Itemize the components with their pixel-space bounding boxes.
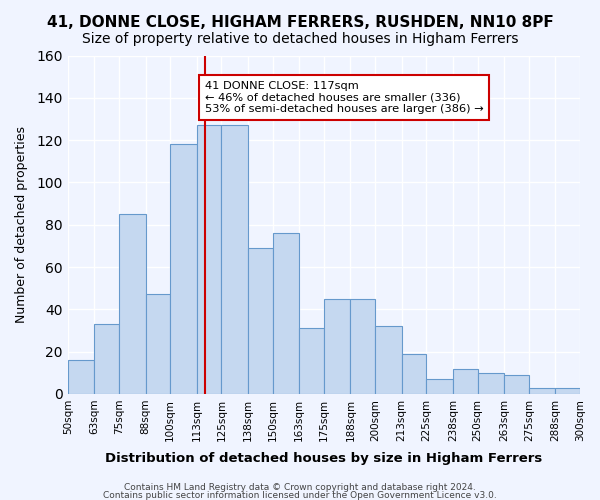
Text: 41 DONNE CLOSE: 117sqm
← 46% of detached houses are smaller (336)
53% of semi-de: 41 DONNE CLOSE: 117sqm ← 46% of detached… bbox=[205, 81, 484, 114]
Bar bbox=[170, 144, 197, 394]
Bar bbox=[94, 324, 119, 394]
Bar bbox=[119, 214, 146, 394]
Text: 41, DONNE CLOSE, HIGHAM FERRERS, RUSHDEN, NN10 8PF: 41, DONNE CLOSE, HIGHAM FERRERS, RUSHDEN… bbox=[47, 15, 553, 30]
Bar bbox=[197, 126, 221, 394]
Bar bbox=[68, 360, 94, 394]
Bar bbox=[402, 354, 427, 394]
Bar bbox=[427, 379, 453, 394]
Bar bbox=[272, 233, 299, 394]
Bar bbox=[556, 388, 580, 394]
Text: Size of property relative to detached houses in Higham Ferrers: Size of property relative to detached ho… bbox=[82, 32, 518, 46]
Bar bbox=[248, 248, 272, 394]
Bar bbox=[478, 373, 504, 394]
X-axis label: Distribution of detached houses by size in Higham Ferrers: Distribution of detached houses by size … bbox=[105, 452, 542, 465]
Bar bbox=[453, 368, 478, 394]
Y-axis label: Number of detached properties: Number of detached properties bbox=[15, 126, 28, 323]
Bar bbox=[299, 328, 324, 394]
Bar bbox=[324, 298, 350, 394]
Bar bbox=[529, 388, 556, 394]
Bar bbox=[350, 298, 375, 394]
Bar bbox=[221, 126, 248, 394]
Text: Contains HM Land Registry data © Crown copyright and database right 2024.: Contains HM Land Registry data © Crown c… bbox=[124, 484, 476, 492]
Bar bbox=[375, 326, 402, 394]
Bar bbox=[146, 294, 170, 394]
Text: Contains public sector information licensed under the Open Government Licence v3: Contains public sector information licen… bbox=[103, 491, 497, 500]
Bar bbox=[504, 375, 529, 394]
